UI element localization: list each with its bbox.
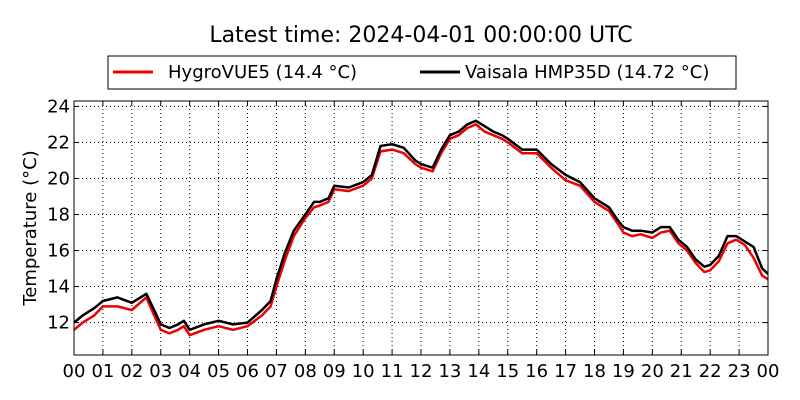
x-tick-label: 19 bbox=[612, 361, 635, 382]
x-tick-label: 10 bbox=[352, 361, 375, 382]
x-tick-label: 23 bbox=[728, 361, 751, 382]
x-tick-label: 08 bbox=[294, 361, 317, 382]
legend-label-vaisala: Vaisala HMP35D (14.72 °C) bbox=[465, 62, 709, 83]
x-tick-label: 11 bbox=[381, 361, 404, 382]
x-tick-label: 21 bbox=[670, 361, 693, 382]
x-tick-label: 00 bbox=[63, 361, 86, 382]
x-tick-label: 20 bbox=[641, 361, 664, 382]
legend-label-hygrovue5: HygroVUE5 (14.4 °C) bbox=[168, 62, 357, 83]
series-layer bbox=[73, 119, 769, 337]
x-tick-label: 15 bbox=[496, 361, 519, 382]
series-line-0 bbox=[73, 123, 769, 337]
x-tick-label: 02 bbox=[120, 361, 143, 382]
x-tick-label: 00 bbox=[757, 361, 780, 382]
x-tick-label: 16 bbox=[525, 361, 548, 382]
x-tick-label: 18 bbox=[583, 361, 606, 382]
legend: HygroVUE5 (14.4 °C) Vaisala HMP35D (14.7… bbox=[107, 55, 737, 90]
y-axis-label: Temperature (°C) bbox=[20, 150, 41, 306]
x-tick-label: 22 bbox=[699, 361, 722, 382]
y-tick-label: 12 bbox=[47, 313, 70, 334]
x-tick-label: 13 bbox=[438, 361, 461, 382]
axis-ticks: 00 01 02 03 04 05 06 07 08 09 10 11 12 13 14 15 16 17 18 19… bbox=[47, 96, 779, 382]
y-tick-label: 14 bbox=[47, 277, 70, 298]
y-tick-label: 16 bbox=[47, 241, 70, 262]
x-tick-label: 17 bbox=[554, 361, 577, 382]
x-tick-label: 06 bbox=[236, 361, 259, 382]
y-tick-label: 22 bbox=[47, 132, 70, 153]
chart-title: Latest time: 2024-04-01 00:00:00 UTC bbox=[209, 23, 632, 48]
x-tick-label: 07 bbox=[265, 361, 288, 382]
x-tick-label: 12 bbox=[410, 361, 433, 382]
x-tick-label: 09 bbox=[323, 361, 346, 382]
y-tick-label: 20 bbox=[47, 168, 70, 189]
series-line-1 bbox=[73, 119, 769, 332]
x-tick-label: 01 bbox=[91, 361, 114, 382]
x-tick-label: 05 bbox=[207, 361, 230, 382]
x-tick-label: 04 bbox=[178, 361, 201, 382]
x-tick-label: 03 bbox=[149, 361, 172, 382]
y-tick-label: 24 bbox=[47, 96, 70, 117]
x-tick-label: 14 bbox=[467, 361, 490, 382]
y-tick-label: 18 bbox=[47, 204, 70, 225]
